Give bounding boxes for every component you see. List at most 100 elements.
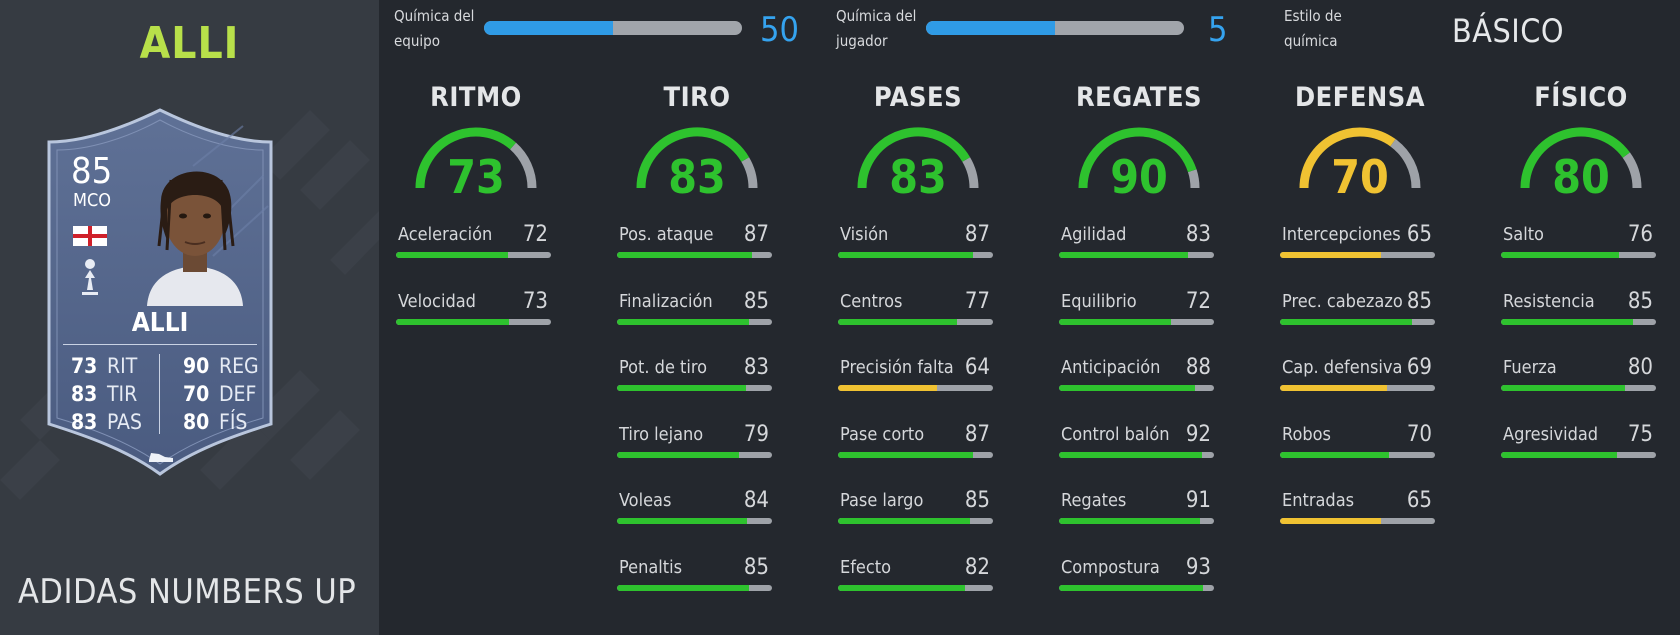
attribute-value: 93	[1185, 554, 1211, 580]
attribute-bar	[1059, 518, 1214, 524]
attribute-name: Visión	[840, 224, 889, 245]
boot-icon	[149, 453, 173, 462]
attribute-row[interactable]: Visión 87	[838, 222, 998, 264]
attribute-row[interactable]: Robos 70	[1280, 422, 1440, 464]
attribute-row[interactable]: Aceleración 72	[396, 222, 556, 264]
gauge-fisico: 80	[1517, 122, 1645, 202]
attribute-bar-fill	[1059, 584, 1204, 591]
attribute-name: Agresividad	[1503, 423, 1599, 445]
attribute-bar-fill	[1280, 385, 1387, 391]
attribute-row[interactable]: Control balón 92	[1059, 421, 1219, 464]
team-chem-fill	[484, 21, 613, 35]
gauge-value-ritmo: 73	[447, 150, 505, 204]
attribute-bar	[617, 385, 772, 391]
gauge-value-defensa: 70	[1331, 150, 1389, 204]
attribute-row[interactable]: Finalización 85	[617, 289, 777, 331]
team-chem-bar	[484, 21, 742, 35]
player-chem-bar	[926, 21, 1184, 35]
attribute-bar	[1280, 385, 1435, 391]
attribute-value: 85	[743, 554, 769, 580]
attribute-name: Pos. ataque	[619, 224, 714, 245]
attribute-row[interactable]: Anticipación 88	[1059, 355, 1219, 397]
attribute-name: Robos	[1282, 423, 1331, 445]
attribute-row[interactable]: Intercepciones 65	[1280, 222, 1440, 264]
attribute-bar	[838, 318, 993, 325]
attribute-bar	[1501, 451, 1656, 458]
attribute-value: 76	[1627, 222, 1653, 247]
card-divider-vertical	[159, 354, 160, 434]
attribute-value: 85	[1406, 288, 1432, 314]
attribute-name: Agilidad	[1061, 224, 1127, 245]
attribute-bar	[1501, 252, 1656, 258]
attribute-bar-fill	[617, 451, 740, 458]
attribute-value: 80	[1627, 355, 1653, 380]
attribute-row[interactable]: Regates 91	[1059, 488, 1219, 530]
attribute-bar	[1280, 518, 1435, 524]
attribute-row[interactable]: Precisión falta 64	[838, 355, 998, 397]
attribute-name: Compostura	[1061, 556, 1160, 578]
attribute-bar	[396, 252, 551, 258]
attribute-bar-fill	[838, 385, 938, 391]
player-chem-value: 5	[1208, 10, 1228, 50]
gauge-fill	[1520, 127, 1630, 189]
attribute-name: Velocidad	[398, 290, 476, 312]
attribute-bar-fill	[396, 252, 508, 258]
attribute-row[interactable]: Entradas 65	[1280, 488, 1440, 530]
player-card[interactable]: 85 MCO ALLI 73 RIT 83 TIR	[43, 106, 277, 478]
attribute-value: 72	[522, 222, 548, 247]
attribute-row[interactable]: Pase corto 87	[838, 422, 998, 464]
attribute-value: 82	[964, 554, 990, 580]
attribute-row[interactable]: Voleas 84	[617, 488, 777, 530]
attribute-row[interactable]: Cap. defensiva 69	[1280, 355, 1440, 397]
attribute-name: Precisión falta	[840, 357, 954, 378]
gauge-fill	[1299, 127, 1396, 189]
attribute-bar	[1059, 451, 1214, 458]
attribute-name: Efecto	[840, 556, 892, 578]
attribute-row[interactable]: Centros 77	[838, 289, 998, 331]
attribute-row[interactable]: Velocidad 73	[396, 288, 556, 331]
attribute-row[interactable]: Fuerza 80	[1501, 355, 1661, 397]
attribute-value: 73	[522, 288, 548, 314]
attribute-row[interactable]: Agilidad 83	[1059, 222, 1219, 264]
attribute-bar-fill	[617, 584, 749, 591]
gauge-track	[1622, 152, 1642, 189]
attribute-row[interactable]: Pase largo 85	[838, 488, 998, 530]
attribute-row[interactable]: Pot. de tiro 83	[617, 355, 777, 397]
attribute-bar-fill	[617, 318, 749, 325]
category-title-regates: REGATES	[1075, 82, 1203, 113]
attribute-row[interactable]: Efecto 82	[838, 554, 998, 597]
attribute-row[interactable]: Equilibrio 72	[1059, 288, 1219, 331]
attribute-bar-fill	[838, 451, 973, 458]
attribute-value: 72	[1185, 288, 1211, 314]
gauge-defensa: 70	[1296, 122, 1424, 202]
attribute-row[interactable]: Agresividad 75	[1501, 422, 1661, 464]
attribute-value: 85	[964, 488, 990, 513]
card-stat-def: 70 DEF	[183, 382, 257, 406]
attribute-value: 92	[1185, 421, 1211, 447]
category-title-fisico: FÍSICO	[1534, 82, 1628, 113]
gauge-tiro: 83	[633, 122, 761, 202]
attribute-row[interactable]: Penaltis 85	[617, 554, 777, 597]
chem-style-value[interactable]: BÁSICO	[1452, 12, 1564, 50]
attribute-name: Salto	[1503, 224, 1544, 245]
attribute-value: 87	[964, 222, 990, 247]
attribute-row[interactable]: Compostura 93	[1059, 554, 1219, 597]
attribute-bar	[1059, 252, 1214, 258]
attribute-bar-fill	[617, 252, 752, 258]
attribute-bar	[1501, 385, 1656, 391]
gauge-pases: 83	[854, 122, 982, 202]
attribute-row[interactable]: Resistencia 85	[1501, 289, 1661, 331]
card-rating: 85	[71, 151, 113, 192]
attribute-row[interactable]: Tiro lejano 79	[617, 422, 777, 464]
attribute-bar-fill	[1059, 385, 1196, 391]
attribute-row[interactable]: Salto 76	[1501, 222, 1661, 264]
attribute-name: Intercepciones	[1282, 224, 1401, 245]
attribute-bar-fill	[1501, 385, 1625, 391]
attribute-row[interactable]: Prec. cabezazo 85	[1280, 288, 1440, 331]
attribute-value: 91	[1185, 488, 1211, 513]
player-panel: ALLI 85 MCO	[0, 0, 379, 635]
category-title-pases: PASES	[873, 82, 963, 113]
attribute-row[interactable]: Pos. ataque 87	[617, 222, 777, 264]
gauge-regates: 90	[1075, 122, 1203, 202]
attribute-bar-fill	[1280, 318, 1412, 325]
